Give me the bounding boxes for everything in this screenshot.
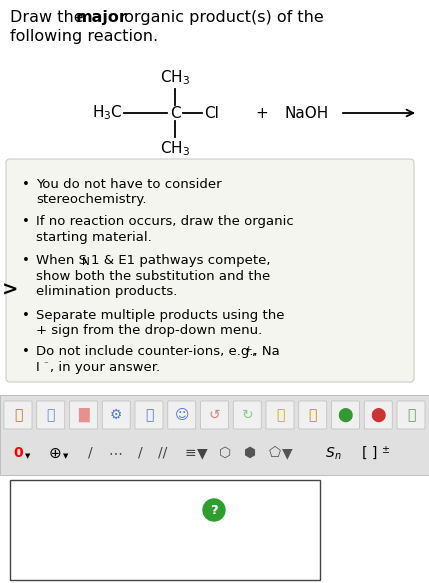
Text: ⬠: ⬠ (269, 446, 281, 460)
Text: •: • (22, 346, 30, 359)
Text: >: > (2, 280, 18, 300)
Text: ⬡: ⬡ (219, 446, 231, 460)
Text: █: █ (78, 408, 89, 422)
Text: ☺: ☺ (175, 408, 189, 422)
Text: 📋: 📋 (308, 408, 317, 422)
Text: 0: 0 (13, 446, 23, 460)
Text: 👥: 👥 (145, 408, 153, 422)
Text: n: n (335, 451, 341, 461)
Text: ▼: ▼ (196, 446, 207, 460)
Text: ↻: ↻ (242, 408, 253, 422)
FancyBboxPatch shape (135, 401, 163, 429)
FancyBboxPatch shape (200, 401, 229, 429)
Text: When S: When S (36, 254, 87, 267)
FancyBboxPatch shape (266, 401, 294, 429)
Text: /: / (138, 446, 142, 460)
FancyBboxPatch shape (6, 159, 414, 382)
Text: +: + (244, 345, 251, 353)
Text: organic product(s) of the: organic product(s) of the (119, 10, 324, 25)
Text: ,: , (251, 346, 255, 359)
Text: ⬢: ⬢ (244, 446, 256, 460)
Text: You do not have to consider: You do not have to consider (36, 178, 222, 191)
Text: 1 & E1 pathways compete,: 1 & E1 pathways compete, (91, 254, 271, 267)
Text: 💰: 💰 (276, 408, 284, 422)
FancyBboxPatch shape (332, 401, 360, 429)
FancyBboxPatch shape (397, 401, 425, 429)
Text: major: major (76, 10, 128, 25)
Text: ?: ? (210, 504, 218, 517)
Text: ↺: ↺ (208, 408, 221, 422)
Text: •: • (22, 178, 30, 191)
Text: N: N (82, 257, 90, 267)
Text: ▼: ▼ (63, 453, 69, 459)
Text: If no reaction occurs, draw the organic: If no reaction occurs, draw the organic (36, 215, 294, 228)
Text: + sign from the drop-down menu.: + sign from the drop-down menu. (36, 324, 262, 337)
Text: CH$_3$: CH$_3$ (160, 68, 190, 87)
Text: CH$_3$: CH$_3$ (160, 139, 190, 157)
Text: 📄: 📄 (47, 408, 55, 422)
Text: Draw the: Draw the (10, 10, 89, 25)
Text: starting material.: starting material. (36, 230, 152, 244)
Circle shape (203, 499, 225, 521)
Text: ⬤: ⬤ (338, 408, 353, 422)
Text: ✋: ✋ (14, 408, 22, 422)
Text: 🎨: 🎨 (407, 408, 415, 422)
Text: Do not include counter-ions, e.g., Na: Do not include counter-ions, e.g., Na (36, 346, 280, 359)
Text: ⬤: ⬤ (371, 408, 386, 422)
Text: ⋯: ⋯ (108, 446, 122, 460)
Text: //: // (158, 446, 168, 460)
Text: following reaction.: following reaction. (10, 29, 158, 44)
Text: ≡: ≡ (184, 446, 196, 460)
Text: +: + (256, 106, 269, 121)
Text: [ ]: [ ] (363, 446, 378, 460)
Text: I: I (36, 361, 40, 374)
FancyBboxPatch shape (233, 401, 261, 429)
Text: •: • (22, 308, 30, 321)
FancyBboxPatch shape (364, 401, 392, 429)
FancyBboxPatch shape (299, 401, 327, 429)
Text: , in your answer.: , in your answer. (50, 361, 160, 374)
Text: Separate multiple products using the: Separate multiple products using the (36, 308, 284, 321)
Text: C: C (170, 106, 180, 121)
Text: show both the substitution and the: show both the substitution and the (36, 269, 270, 283)
Text: •: • (22, 254, 30, 267)
Text: ±: ± (381, 445, 389, 455)
FancyBboxPatch shape (4, 401, 32, 429)
Text: ▼: ▼ (25, 453, 31, 459)
Text: Cl: Cl (204, 106, 219, 121)
Text: ⁻: ⁻ (43, 360, 48, 369)
Text: ▼: ▼ (282, 446, 292, 460)
Text: H$_3$C: H$_3$C (92, 104, 123, 122)
Text: S: S (326, 446, 334, 460)
Text: elimination products.: elimination products. (36, 285, 177, 298)
Text: •: • (22, 215, 30, 228)
FancyBboxPatch shape (0, 395, 429, 475)
FancyBboxPatch shape (37, 401, 65, 429)
Text: /: / (88, 446, 92, 460)
FancyBboxPatch shape (10, 480, 320, 580)
Text: NaOH: NaOH (285, 106, 329, 121)
FancyBboxPatch shape (102, 401, 130, 429)
FancyBboxPatch shape (168, 401, 196, 429)
Text: stereochemistry.: stereochemistry. (36, 194, 146, 206)
FancyBboxPatch shape (69, 401, 97, 429)
Text: ⊕: ⊕ (48, 445, 61, 461)
Text: ⚙: ⚙ (110, 408, 123, 422)
